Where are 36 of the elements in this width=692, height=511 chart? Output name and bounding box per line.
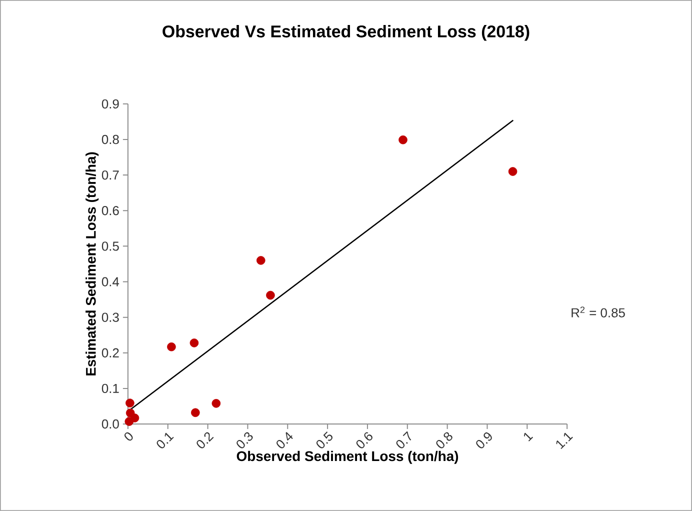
y-tick-label: 0.3 bbox=[102, 312, 119, 322]
x-tick-label: 0.3 bbox=[236, 432, 253, 448]
y-tick-label: 0.8 bbox=[102, 134, 119, 144]
x-tick-label: 1.1 bbox=[556, 432, 573, 450]
y-tick-label: 0.9 bbox=[102, 99, 119, 109]
x-tick-label: 0 bbox=[124, 432, 133, 441]
text: R$^{2}$ = 0.85 bbox=[572, 306, 625, 318]
x-tick-label: 0.6 bbox=[356, 432, 372, 448]
point bbox=[256, 256, 266, 265]
x-tick-label: 0.5 bbox=[316, 432, 332, 448]
x-tick-label: 0.7 bbox=[396, 431, 412, 448]
x-tick-label: 1 bbox=[524, 432, 534, 442]
point bbox=[191, 408, 200, 418]
x-tick-label: 0.1 bbox=[156, 432, 174, 448]
x-tick-label: 0.9 bbox=[476, 432, 492, 448]
y-axis-title: Estimated Sediment Loss (ton/ha) bbox=[86, 152, 99, 376]
x-tick-label: 0.2 bbox=[196, 432, 214, 448]
x-axis-title: Observed Sediment Loss (ton/ha) bbox=[236, 450, 458, 464]
y-tick-label: 0.7 bbox=[102, 170, 119, 180]
point bbox=[190, 338, 199, 348]
point bbox=[167, 342, 176, 352]
x-tick-label: 0.4 bbox=[276, 432, 293, 448]
y-tick-label: 0.0 bbox=[102, 419, 119, 429]
chart-title: Observed Vs Estimated Sediment Loss (2018) bbox=[162, 25, 530, 41]
x-tick-label: 0.8 bbox=[436, 432, 452, 448]
point bbox=[508, 167, 518, 176]
point bbox=[124, 417, 134, 426]
point bbox=[212, 399, 221, 408]
point bbox=[266, 290, 275, 300]
point bbox=[126, 398, 134, 408]
y-tick-label: 0.4 bbox=[102, 277, 120, 286]
y-tick-label: 0.1 bbox=[102, 384, 119, 394]
y-tick-label: 0.2 bbox=[102, 348, 119, 358]
point bbox=[398, 135, 408, 144]
y-tick-label: 0.6 bbox=[102, 206, 119, 216]
y-tick-label: 0.5 bbox=[102, 242, 119, 251]
